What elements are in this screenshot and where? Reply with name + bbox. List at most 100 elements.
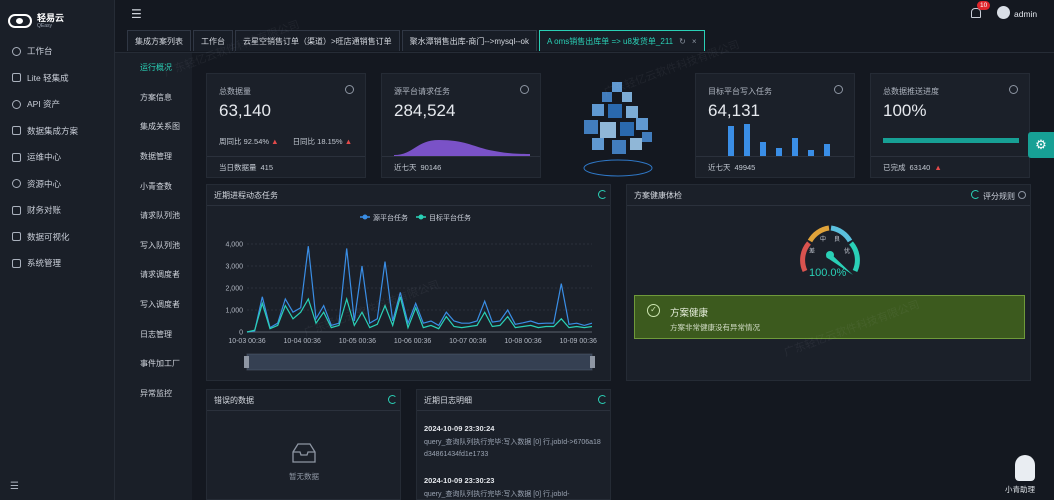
- gauge-label-poor: 差: [809, 247, 815, 255]
- check-circle-icon: ✓: [647, 304, 660, 317]
- stat-footer: 当日数据量 415: [207, 156, 365, 177]
- y-tick-label: 1,000: [225, 308, 243, 315]
- sidebar-item-api[interactable]: API 资产: [0, 91, 114, 118]
- menu-toggle-icon[interactable]: ☰: [131, 7, 142, 21]
- zoom-handle-right: [590, 356, 595, 368]
- sidebar-item-workbench[interactable]: 工作台: [0, 38, 114, 65]
- refresh-tab-icon[interactable]: ↻: [679, 36, 686, 46]
- stat-compare: 周同比 92.54% ▲ 日同比 18.15% ▲: [219, 136, 352, 147]
- tab-label: A oms销售出库单 => u8发货单_211: [547, 36, 674, 46]
- refresh-icon[interactable]: [598, 395, 607, 404]
- sidebar-item-visualization[interactable]: 数据可视化: [0, 224, 114, 251]
- tab-label: 聚水潭销售出库-商门-->mysql--ok: [409, 36, 530, 46]
- health-panel: 方案健康体检 评分规则 中 良 差 优 100.0% ✓ 方案健康 方案非常健康…: [626, 184, 1031, 381]
- info-icon[interactable]: [834, 85, 843, 94]
- subnav-query[interactable]: 小青查数: [140, 181, 172, 191]
- info-icon[interactable]: [1009, 85, 1018, 94]
- sidebar-item-resource[interactable]: 资源中心: [0, 171, 114, 198]
- subnav-exceptions[interactable]: 异常监控: [140, 388, 172, 398]
- stat-value: 284,524: [394, 101, 456, 120]
- sidebar-item-system[interactable]: 系统管理: [0, 250, 114, 277]
- trend-chart: 源平台任务 目标平台任务 4,000 3,000 2,000 1,000 010-03 00…: [225, 213, 597, 371]
- recent-logs-panel: 近期日志明细 2024-10-09 23:30:24 query_查询队列执行完…: [416, 389, 611, 500]
- assistant-label: 小青助理: [1005, 485, 1035, 494]
- x-tick-label: 10-08 00:36: [504, 338, 541, 345]
- tab-oms-u8[interactable]: A oms销售出库单 => u8发货单_211 ↻ ×: [539, 30, 705, 51]
- info-icon[interactable]: [520, 85, 529, 94]
- data-cubes-illustration: [583, 82, 653, 177]
- ops-icon: [12, 152, 21, 162]
- robot-icon: [1015, 455, 1035, 481]
- panel-title: 方案健康体检: [634, 190, 682, 200]
- close-icon[interactable]: ×: [691, 36, 697, 46]
- stat-title: 总数据量: [219, 87, 251, 96]
- x-tick-label: 10-09 00:36: [560, 338, 597, 345]
- assistant-button[interactable]: 小青助理: [1005, 455, 1045, 495]
- stat-footer: 近七天 90146: [382, 156, 540, 177]
- rules-link[interactable]: 评分规则: [983, 192, 1015, 201]
- foot-value: 63140: [909, 162, 931, 172]
- sidebar-item-finance[interactable]: 财务对账: [0, 197, 114, 224]
- tab-label: 工作台: [201, 36, 225, 46]
- avatar[interactable]: [997, 6, 1010, 19]
- y-tick-label: 4,000: [225, 242, 243, 249]
- subnav-events[interactable]: 事件加工厂: [140, 359, 180, 369]
- up-arrow-icon: ▲: [271, 137, 279, 146]
- wow: 周同比 92.54% ▲: [219, 136, 279, 147]
- target-bar-sparkline: [728, 124, 830, 156]
- panel-title: 错误的数据: [214, 395, 254, 405]
- subnav-data[interactable]: 数据管理: [140, 152, 172, 162]
- settings-gear-icon[interactable]: ⚙: [1028, 132, 1054, 158]
- tab-kingdee-order[interactable]: 云星空销售订单（渠道）>旺店通销售订单: [235, 30, 400, 51]
- subnav-write-scheduler[interactable]: 写入调度者: [140, 300, 180, 310]
- subnav-request-scheduler[interactable]: 请求调度者: [140, 270, 180, 280]
- refresh-icon[interactable]: [971, 190, 980, 199]
- wow-value: 92.54%: [243, 137, 270, 146]
- subnav-write-queue[interactable]: 写入队列池: [140, 240, 180, 250]
- help-icon[interactable]: [1018, 191, 1026, 199]
- logo-name: 轻易云: [37, 13, 65, 23]
- panel-header: 方案健康体检: [627, 185, 1030, 206]
- foot-label: 近七天: [708, 162, 731, 172]
- tab-workbench[interactable]: 工作台: [193, 30, 233, 51]
- sidebar-menu: 工作台 Lite 轻集成 API 资产 数据集成方案 运维中心 资源中心 财务对…: [0, 38, 114, 277]
- stat-title: 总数据推送进度: [883, 87, 939, 96]
- tab-solution-list[interactable]: 集成方案列表: [127, 30, 191, 51]
- logo-text-wrap: 轻易云 QEasy: [37, 13, 65, 30]
- progress-fill: [883, 138, 1019, 143]
- log-text: query_查询队列执行完毕:写入数据 [0] 行,jobId-: [424, 491, 570, 498]
- source-area-sparkline: [394, 140, 530, 156]
- subnav-request-queue[interactable]: 请求队列池: [140, 211, 180, 221]
- stat-card-source: 源平台请求任务 284,524 近七天 90146: [381, 73, 541, 178]
- legend-label-target: 目标平台任务: [429, 213, 471, 222]
- info-icon[interactable]: [345, 85, 354, 94]
- sidebar-item-label: 系统管理: [27, 258, 62, 269]
- log-entry: 2024-10-09 23:30:23 query_查询队列执行完毕:写入数据 …: [424, 476, 604, 500]
- log-entry: 2024-10-09 23:30:24 query_查询队列执行完毕:写入数据 …: [424, 424, 604, 461]
- foot-label: 已完成: [883, 162, 906, 172]
- collapse-sidebar-icon[interactable]: ☰: [10, 481, 19, 492]
- subnav-relation[interactable]: 集成关系图: [140, 122, 180, 132]
- logo[interactable]: 轻易云 QEasy: [0, 0, 114, 34]
- health-status-desc: 方案非常健康没有异常情况: [670, 323, 760, 332]
- stat-value: 64,131: [708, 101, 760, 120]
- refresh-icon[interactable]: [598, 190, 607, 199]
- subnav-logs[interactable]: 日志管理: [140, 329, 172, 339]
- refresh-icon[interactable]: [388, 395, 397, 404]
- sidebar-item-lite[interactable]: Lite 轻集成: [0, 65, 114, 92]
- stat-footer: 近七天 49945: [696, 156, 854, 177]
- logo-sub: QEasy: [37, 23, 53, 29]
- subnav-overview[interactable]: 运行概况: [140, 63, 172, 73]
- tab-jushuitan-mysql[interactable]: 聚水潭销售出库-商门-->mysql--ok: [401, 30, 538, 51]
- system-icon: [12, 258, 21, 268]
- api-icon: [12, 99, 21, 109]
- sidebar-item-ops[interactable]: 运维中心: [0, 144, 114, 171]
- foot-value: 90146: [420, 162, 442, 172]
- gauge-label-good: 良: [834, 235, 840, 243]
- sidebar-item-integration[interactable]: 数据集成方案: [0, 118, 114, 145]
- subnav-info[interactable]: 方案信息: [140, 92, 172, 102]
- user-name[interactable]: admin: [1014, 9, 1038, 19]
- x-tick-label: 10-06 00:36: [394, 338, 431, 345]
- stat-value: 63,140: [219, 101, 271, 120]
- bell-icon[interactable]: [971, 8, 981, 18]
